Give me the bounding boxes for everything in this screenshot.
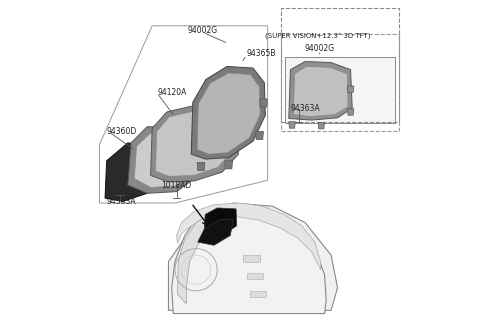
Polygon shape: [172, 205, 326, 314]
Text: 94363A: 94363A: [290, 104, 320, 113]
Bar: [281, 34, 399, 132]
Bar: [247, 273, 263, 279]
Polygon shape: [289, 62, 352, 120]
Polygon shape: [168, 203, 337, 310]
Polygon shape: [105, 143, 167, 201]
Text: 94002G: 94002G: [305, 44, 335, 53]
Text: 94360D: 94360D: [107, 127, 137, 136]
Polygon shape: [175, 206, 240, 310]
Polygon shape: [289, 122, 295, 128]
Text: 94002G: 94002G: [188, 26, 217, 35]
Polygon shape: [225, 161, 232, 169]
Polygon shape: [178, 216, 207, 304]
Bar: [285, 57, 396, 123]
Text: 94365B: 94365B: [247, 49, 276, 58]
Polygon shape: [156, 111, 233, 176]
Polygon shape: [151, 106, 239, 182]
Polygon shape: [204, 208, 237, 234]
Bar: [243, 255, 260, 261]
Text: 1018AD: 1018AD: [161, 181, 192, 190]
Text: 94120A: 94120A: [157, 88, 186, 97]
Polygon shape: [293, 67, 348, 116]
Polygon shape: [197, 73, 260, 154]
Text: (SUPER VISION+12.3" 3D TFT): (SUPER VISION+12.3" 3D TFT): [265, 32, 371, 39]
Polygon shape: [134, 133, 190, 187]
Polygon shape: [191, 67, 265, 159]
Polygon shape: [348, 86, 354, 92]
Text: 94363A: 94363A: [107, 197, 136, 206]
Polygon shape: [224, 236, 312, 310]
Polygon shape: [197, 162, 205, 171]
Polygon shape: [260, 99, 267, 107]
Polygon shape: [198, 219, 233, 245]
Polygon shape: [177, 203, 321, 270]
Bar: [250, 291, 266, 297]
Polygon shape: [318, 122, 324, 129]
Polygon shape: [348, 109, 354, 115]
Polygon shape: [128, 127, 194, 193]
Polygon shape: [256, 132, 264, 140]
